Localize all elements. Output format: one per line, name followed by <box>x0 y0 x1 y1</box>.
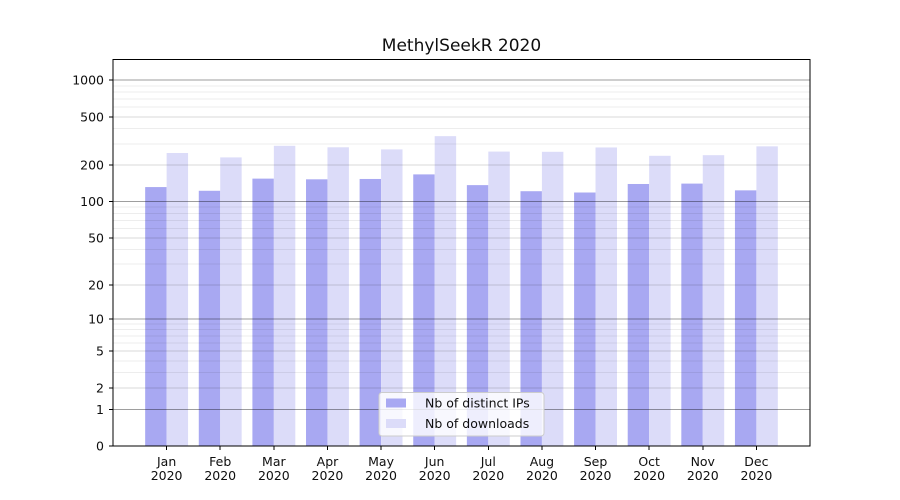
legend-box <box>378 392 545 437</box>
bar-may-ips <box>359 178 382 446</box>
bar-sep-downloads <box>595 147 617 446</box>
xtick-year-apr: 2020 <box>312 468 344 483</box>
bar-feb-ips <box>198 190 221 446</box>
xtick-year-nov: 2020 <box>687 468 719 483</box>
ytick-label-2: 2 <box>96 380 104 395</box>
bar-mar-downloads <box>273 145 296 447</box>
ytick-label-1000: 1000 <box>72 73 104 88</box>
xtick-year-aug: 2020 <box>526 468 558 483</box>
xtick-label-jan: Jan <box>156 454 176 469</box>
xtick-label-oct: Oct <box>638 454 660 469</box>
xtick-label-aug: Aug <box>530 454 554 469</box>
xtick-label-jun: Jun <box>424 454 445 469</box>
ytick-label-0: 0 <box>96 439 104 454</box>
bar-aug-downloads <box>541 151 564 446</box>
ytick-label-10: 10 <box>88 312 104 327</box>
xtick-year-feb: 2020 <box>204 468 236 483</box>
xtick-year-oct: 2020 <box>633 468 665 483</box>
bar-oct-downloads <box>649 155 671 446</box>
xtick-label-nov: Nov <box>691 454 716 469</box>
legend-label-downloads: Nb of downloads <box>425 416 529 431</box>
xtick-year-jan: 2020 <box>151 468 183 483</box>
ytick-label-50: 50 <box>88 230 104 245</box>
ytick-label-5: 5 <box>96 344 104 359</box>
legend: Nb of distinct IPs Nb of downloads <box>378 392 545 437</box>
xtick-label-dec: Dec <box>744 454 768 469</box>
bar-aug-ips <box>520 191 542 446</box>
bar-apr-downloads <box>327 147 349 446</box>
bar-nov-ips <box>681 183 703 446</box>
bar-dec-ips <box>734 190 757 446</box>
bar-oct-ips <box>627 183 650 446</box>
bar-mar-ips <box>252 178 274 447</box>
bar-dec-downloads <box>756 146 778 446</box>
bar-jan-ips <box>145 187 167 446</box>
xtick-year-sep: 2020 <box>580 468 612 483</box>
bar-jul-ips <box>466 185 489 447</box>
xtick-year-jul: 2020 <box>472 468 504 483</box>
bar-jan-downloads <box>166 153 189 446</box>
bar-sep-ips <box>574 192 596 446</box>
bar-apr-ips <box>306 179 328 446</box>
legend-swatch-ips <box>386 398 406 408</box>
ytick-label-500: 500 <box>80 109 104 124</box>
bar-feb-downloads <box>220 157 242 447</box>
xtick-year-mar: 2020 <box>258 468 290 483</box>
plot-area: 01251020501002005001000Jan2020Feb2020Mar… <box>72 58 811 483</box>
xtick-year-may: 2020 <box>365 468 397 483</box>
ytick-label-100: 100 <box>80 194 104 209</box>
bar-may-downloads <box>381 149 403 447</box>
ytick-label-20: 20 <box>88 277 104 292</box>
legend-swatch-downloads <box>386 419 406 428</box>
xtick-label-apr: Apr <box>317 454 339 469</box>
xtick-label-mar: Mar <box>262 454 286 469</box>
xtick-year-dec: 2020 <box>740 468 772 483</box>
plot-border <box>112 58 811 447</box>
xtick-label-may: May <box>368 454 394 469</box>
xtick-label-sep: Sep <box>584 454 608 469</box>
xtick-label-jul: Jul <box>480 454 496 469</box>
xtick-label-feb: Feb <box>209 454 231 469</box>
ytick-label-1: 1 <box>96 402 104 417</box>
bar-nov-downloads <box>702 155 725 447</box>
bar-jun-ips <box>413 174 435 446</box>
ytick-label-200: 200 <box>80 158 104 173</box>
xtick-year-jun: 2020 <box>419 468 451 483</box>
bar-jun-downloads <box>434 136 457 447</box>
chart-title: MethylSeekR 2020 <box>382 36 541 56</box>
legend-label-ips: Nb of distinct IPs <box>425 396 530 411</box>
bar-jul-downloads <box>488 151 510 447</box>
